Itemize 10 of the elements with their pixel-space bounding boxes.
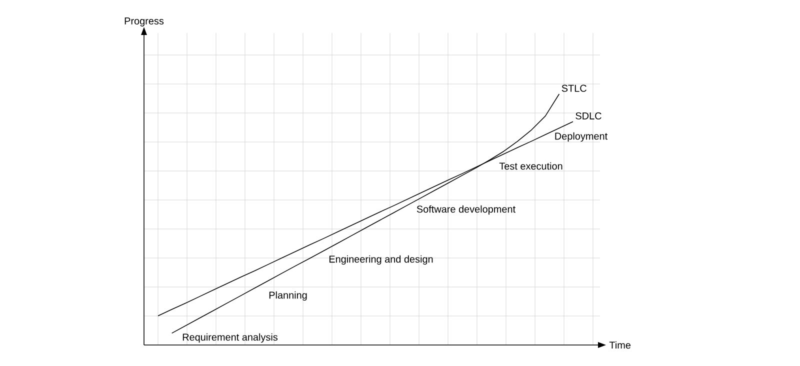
series-label: STLC	[562, 84, 586, 92]
annotation: Engineering and design	[329, 255, 433, 265]
annotation: Requirement analysis	[182, 333, 278, 343]
x-axis-title: Time	[609, 341, 631, 349]
annotation: Deployment	[555, 132, 608, 142]
annotation: Software development	[416, 205, 516, 215]
annotation: Planning	[269, 291, 307, 301]
series-label: SDLC	[576, 112, 602, 120]
annotation: Test execution	[499, 162, 562, 170]
text: Progress	[124, 18, 164, 26]
